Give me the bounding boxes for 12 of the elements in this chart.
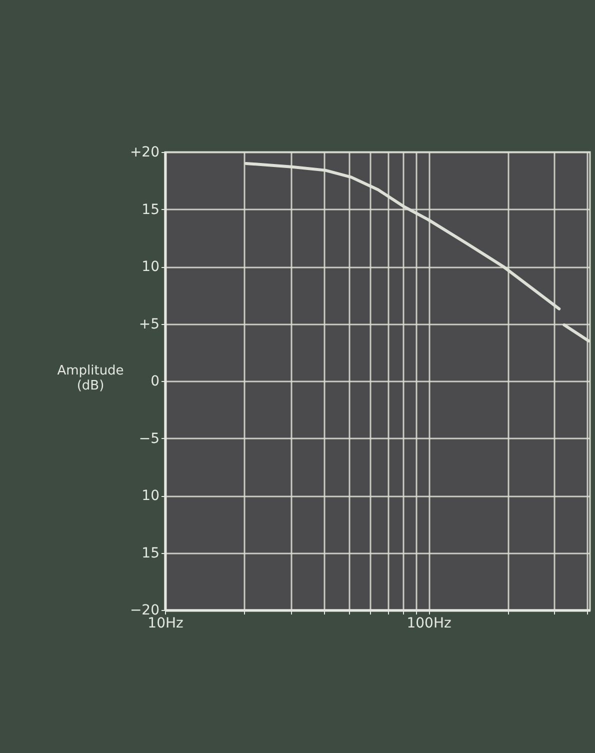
y-tick-label: +5 [138,316,160,332]
x-tick-label: 10Hz [148,616,184,632]
y-tick-label: −5 [138,430,160,447]
y-tick-label: 15 [142,202,160,218]
y-tick-label: 15 [142,545,160,562]
y-tick-label: 10 [142,259,160,275]
y-axis-title: Amplitude (dB) [57,364,124,394]
y-tick-label: +20 [130,144,160,160]
y-tick-label: −20 [130,602,160,618]
x-tick-label: 100Hz [406,616,452,632]
y-tick-label: 0 [150,374,160,390]
y-tick-label: 10 [142,488,160,504]
